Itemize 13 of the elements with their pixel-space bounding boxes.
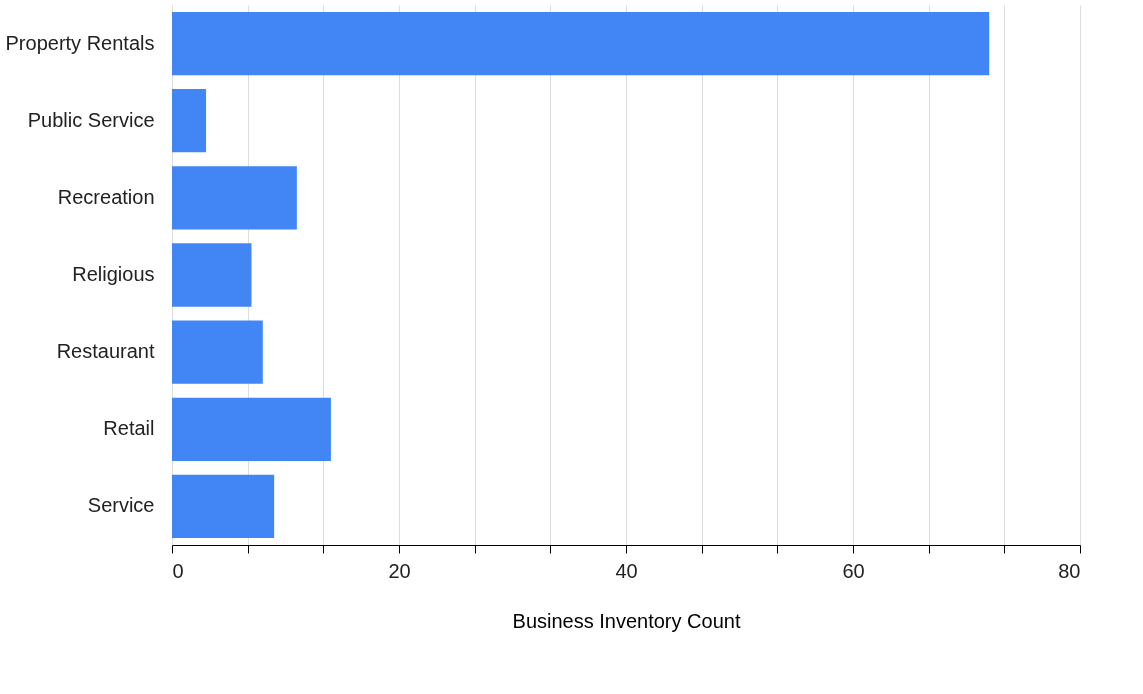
y-tick-label: Religious — [72, 263, 155, 285]
y-tick-label: Property Rentals — [5, 31, 155, 54]
x-tick-label: 0 — [172, 559, 184, 582]
y-tick-label: Retail — [103, 417, 155, 440]
x-axis-title: Business Inventory Count — [512, 609, 741, 632]
y-tick-label: Restaurant — [56, 340, 155, 363]
y-tick-label: Public Service — [27, 108, 155, 131]
x-tick-label: 40 — [615, 559, 638, 582]
y-tick-label: Recreation — [57, 185, 155, 208]
x-tick-label: 20 — [388, 559, 411, 582]
y-tick-label: Service — [87, 494, 155, 517]
x-tick-label: 80 — [1058, 559, 1081, 582]
x-tick-label: 60 — [842, 559, 865, 582]
